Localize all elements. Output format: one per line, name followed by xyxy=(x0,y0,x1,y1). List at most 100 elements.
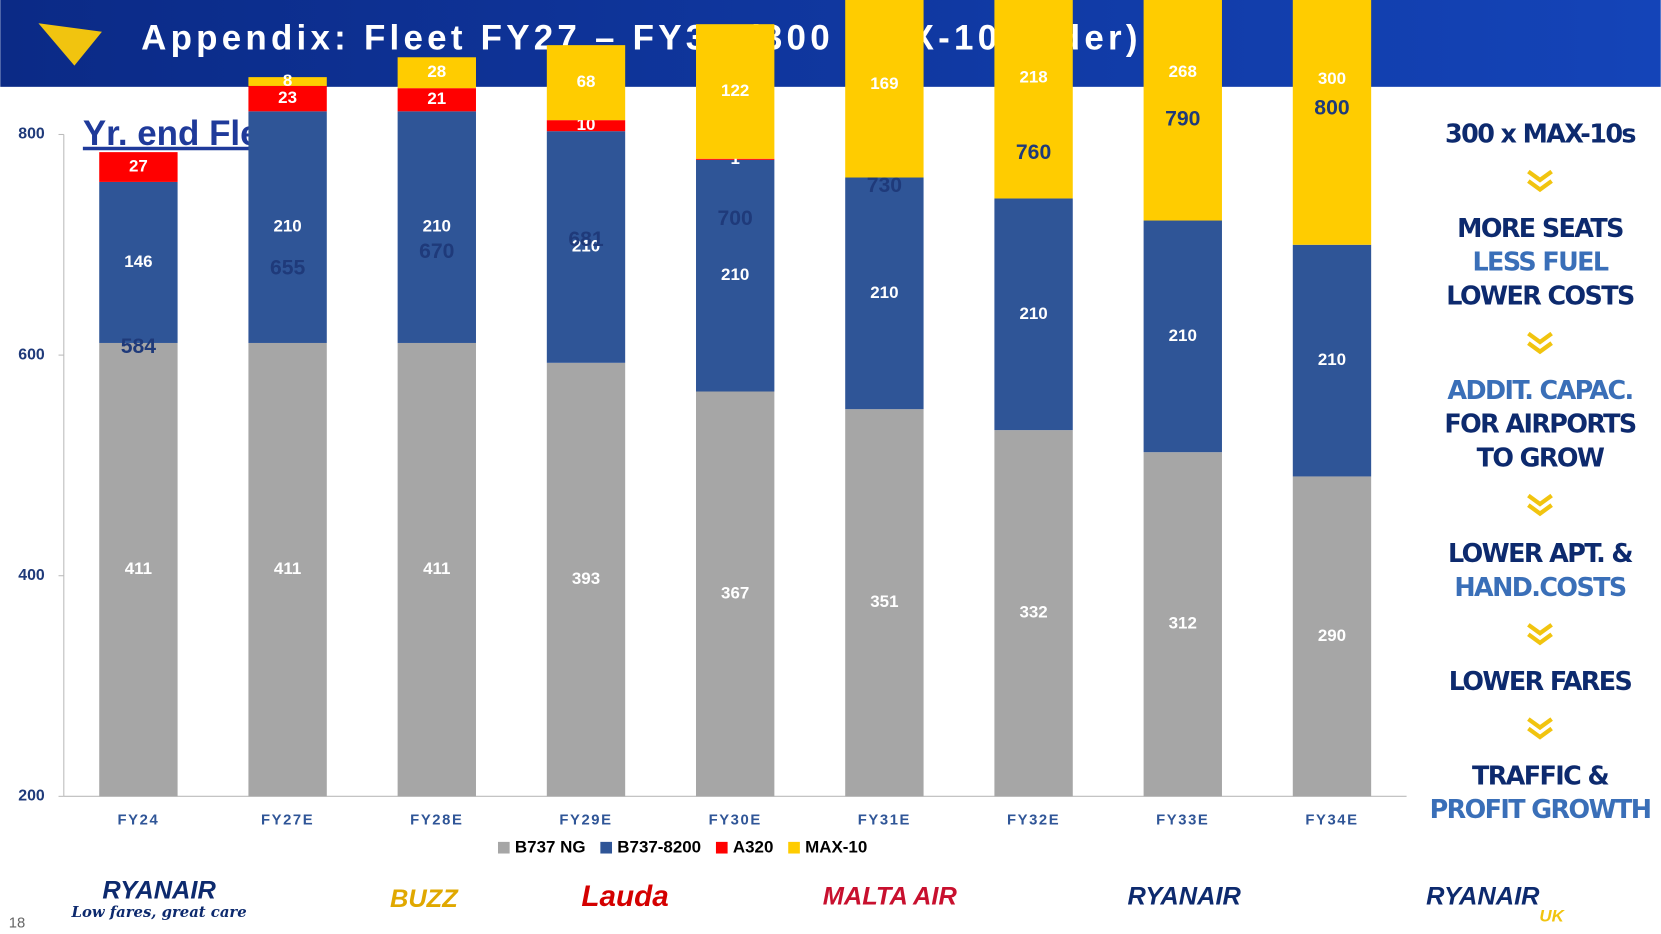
chevron xyxy=(1527,623,1553,636)
legend-label: B737-8200 xyxy=(617,838,701,857)
bar-segment xyxy=(397,342,476,797)
x-tick-label: FY30E xyxy=(709,813,762,829)
value-label: 28 xyxy=(427,62,446,81)
sidebar-text: 300 x MAX-10s xyxy=(1445,119,1635,149)
total-label: 730 xyxy=(867,174,902,197)
bar-segment xyxy=(994,0,1073,199)
chevron xyxy=(1527,331,1553,345)
x-tick-label: FY28E xyxy=(410,813,463,829)
total-label: 790 xyxy=(1165,108,1200,131)
logo-text: RYANAIR xyxy=(1127,883,1241,911)
total-label: 760 xyxy=(1016,141,1051,164)
value-label: 210 xyxy=(273,217,301,236)
value-label: 122 xyxy=(721,81,749,100)
total-label: 681 xyxy=(568,228,604,251)
legend-swatch xyxy=(600,841,613,854)
bar-segment xyxy=(696,24,775,159)
bar-segment xyxy=(248,85,327,112)
sidebar-text: PROFIT GROWTH xyxy=(1430,794,1651,824)
chevron xyxy=(1527,341,1553,355)
chevron xyxy=(1527,726,1553,740)
sidebar-text: ADDIT. CAPAC. xyxy=(1447,375,1632,405)
total-label: 700 xyxy=(718,207,753,230)
chevron xyxy=(1527,493,1553,507)
total-label: 670 xyxy=(419,240,454,263)
legend-label: MAX-10 xyxy=(805,838,867,857)
value-label: 393 xyxy=(572,569,600,588)
bar-segment xyxy=(1143,452,1222,797)
bar-segment xyxy=(1292,476,1372,797)
value-label: 218 xyxy=(1019,68,1047,87)
sidebar-text: LESS FUEL xyxy=(1472,247,1608,277)
value-label: 210 xyxy=(1318,350,1346,369)
sidebar-text: MORE SEATS xyxy=(1457,213,1623,243)
logo-text: UK xyxy=(1539,907,1565,926)
chevron xyxy=(1527,632,1553,646)
bar-segment xyxy=(397,111,476,343)
bar-segment xyxy=(99,181,178,343)
bar-segment xyxy=(696,158,775,160)
x-tick-label: FY32E xyxy=(1007,813,1060,829)
bar-segment xyxy=(845,177,924,410)
value-label: 210 xyxy=(1169,326,1197,345)
total-label: 800 xyxy=(1314,97,1349,120)
value-label: 23 xyxy=(278,88,297,107)
sidebar-text: LOWER COSTS xyxy=(1446,281,1634,311)
sidebar-text: FOR AIRPORTS xyxy=(1444,409,1636,439)
value-label: 411 xyxy=(125,559,152,578)
y-tick-label: 600 xyxy=(18,346,45,363)
value-label: 68 xyxy=(577,72,596,91)
value-label: 210 xyxy=(721,265,749,284)
bar-segment xyxy=(696,159,775,392)
bar-segment xyxy=(994,198,1073,431)
y-tick-label: 800 xyxy=(18,126,45,143)
legend-label: B737 NG xyxy=(515,838,586,857)
bar-segment xyxy=(1143,220,1222,453)
bar-segment xyxy=(546,362,626,797)
bar-segment xyxy=(994,430,1073,797)
value-label: 367 xyxy=(721,583,749,602)
value-label: 8 xyxy=(283,71,292,90)
header-band xyxy=(0,0,1661,87)
chevron xyxy=(1527,179,1553,193)
bar-segment xyxy=(397,88,476,112)
sidebar-text: TO GROW xyxy=(1477,443,1605,473)
value-label: 290 xyxy=(1318,626,1346,645)
value-label: 27 xyxy=(129,156,148,175)
y-tick-label: 200 xyxy=(18,788,45,805)
value-label: 332 xyxy=(1019,603,1047,622)
sidebar-text: HAND.COSTS xyxy=(1454,572,1626,602)
page-number: 18 xyxy=(9,915,25,931)
logo-text: RYANAIR xyxy=(1426,883,1540,911)
value-label: 312 xyxy=(1169,614,1197,633)
logo-text: Lauda xyxy=(581,880,668,913)
logo-text: Low fares, great care xyxy=(71,904,247,921)
value-label: 169 xyxy=(870,74,898,93)
chevron xyxy=(1527,503,1553,517)
x-tick-label: FY33E xyxy=(1156,813,1209,829)
sidebar-text: LOWER FARES xyxy=(1449,666,1632,696)
bar-segment xyxy=(1292,244,1372,477)
bar-segment xyxy=(845,409,924,797)
sidebar-text: LOWER APT. & xyxy=(1448,538,1633,568)
bar-segment xyxy=(546,131,626,363)
x-tick-label: FY31E xyxy=(858,813,911,829)
chevron xyxy=(1527,717,1553,731)
bar-segment xyxy=(845,0,924,178)
total-label: 584 xyxy=(121,335,157,358)
bar-segment xyxy=(99,152,178,182)
total-label: 655 xyxy=(270,257,306,280)
y-tick-label: 400 xyxy=(18,567,45,584)
harp-logo xyxy=(38,23,102,66)
bar-segment xyxy=(1143,0,1222,221)
bar-segment xyxy=(546,120,626,132)
legend-swatch xyxy=(497,841,510,854)
logo-text: BUZZ xyxy=(390,885,459,913)
logo-text: MALTA AIR xyxy=(823,883,958,911)
bar-segment xyxy=(696,391,775,797)
value-label: 21 xyxy=(427,89,446,108)
x-tick-label: FY27E xyxy=(261,813,314,829)
value-label: 300 xyxy=(1318,69,1346,88)
value-label: 210 xyxy=(572,236,600,255)
